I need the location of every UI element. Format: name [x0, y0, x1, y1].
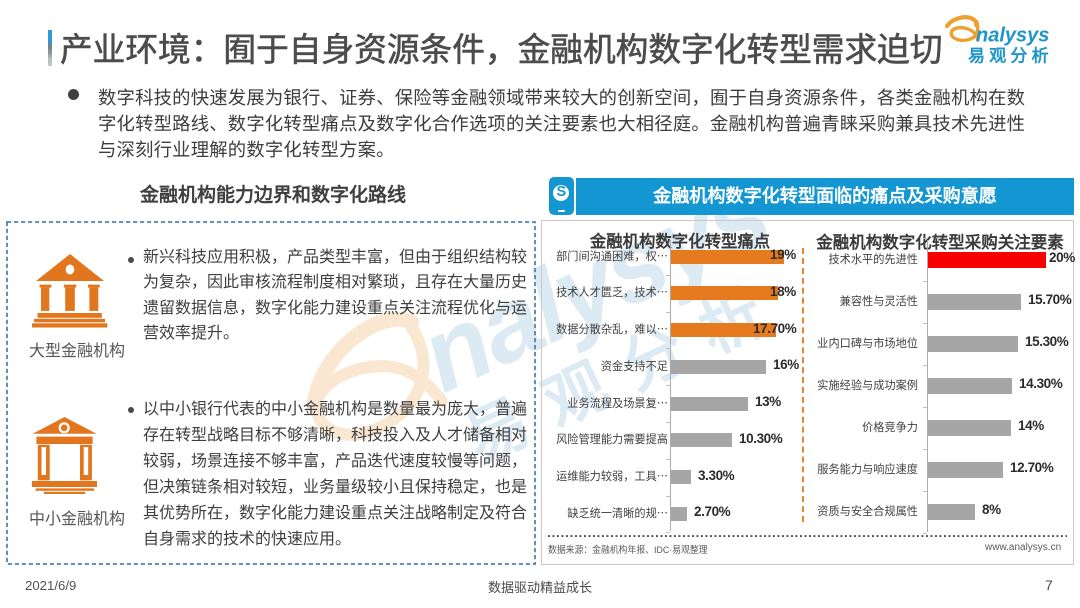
- svg-text:易观分析: 易观分析: [968, 46, 1053, 66]
- svg-text:nalysys: nalysys: [976, 24, 1049, 46]
